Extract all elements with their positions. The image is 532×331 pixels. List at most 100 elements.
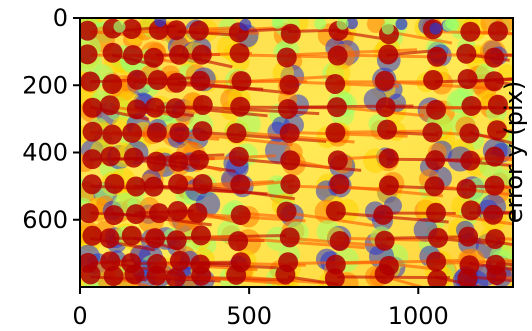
scatter-point (485, 229, 506, 250)
scatter-point (425, 202, 446, 223)
error-vector (495, 236, 513, 241)
scatter-point (487, 94, 508, 115)
scatter-point (457, 69, 478, 90)
scatter-point (423, 70, 444, 91)
scatter-point (461, 200, 482, 221)
scatter-point (279, 123, 300, 144)
scatter-point (103, 266, 124, 287)
error-vector (468, 156, 513, 161)
error-vector (177, 105, 268, 118)
error-vector (434, 211, 513, 226)
scatter-point (169, 122, 190, 143)
scatter-point (168, 174, 189, 195)
error-vector (468, 261, 513, 271)
x-tick-label: 500 (226, 302, 272, 330)
error-vector (199, 184, 296, 201)
scatter-point (325, 122, 346, 143)
scatter-point (483, 204, 504, 225)
scatter-point (190, 225, 211, 246)
scatter-point-accent (336, 18, 349, 30)
scatter-point (82, 97, 103, 118)
scatter-point-accent (429, 22, 442, 35)
y-tick-label: 400 (22, 139, 68, 167)
scatter-point (191, 44, 212, 65)
scatter-point (121, 19, 142, 40)
scatter-point (145, 228, 166, 249)
scatter-point-accent (445, 18, 458, 30)
scatter-point (169, 250, 190, 271)
scatter-point (102, 124, 123, 145)
scatter-point (166, 230, 187, 251)
scatter-point (81, 174, 102, 195)
scatter-marks (80, 18, 513, 287)
scatter-point (461, 95, 482, 116)
scatter-point (102, 42, 123, 63)
error-vector (199, 275, 290, 286)
scatter-point (279, 227, 300, 248)
scatter-point (324, 268, 345, 287)
error-vector (386, 80, 501, 91)
scatter-point (484, 71, 505, 92)
error-vector (496, 53, 513, 57)
scatter-point (426, 46, 447, 67)
scatter-point (103, 205, 124, 226)
scatter-point (80, 203, 99, 224)
scatter-point (190, 70, 211, 91)
scatter-point (428, 227, 449, 248)
y-tick-label: 600 (22, 206, 68, 234)
scatter-point (378, 175, 399, 196)
scatter-point (487, 120, 508, 141)
scatter-point (425, 150, 446, 171)
error-vector (468, 275, 513, 283)
scatter-point (126, 204, 147, 225)
scatter-point (80, 264, 101, 285)
scatter-point (378, 148, 399, 169)
scatter-point (460, 150, 481, 171)
scatter-point (276, 201, 297, 222)
scatter-point (166, 72, 187, 93)
scatter-point (80, 44, 98, 65)
scatter-point (166, 20, 187, 41)
scatter-point (169, 44, 190, 65)
scatter-point (484, 175, 505, 196)
scatter-point (226, 123, 247, 144)
scatter-point (375, 97, 396, 118)
scatter-point (82, 121, 103, 142)
scatter-point (280, 174, 301, 195)
scatter-point (147, 70, 168, 91)
scatter-point (123, 147, 144, 168)
error-vector (199, 130, 327, 143)
error-vector (495, 80, 513, 87)
scatter-point (327, 45, 348, 66)
scatter-point (378, 44, 399, 65)
scatter-point (456, 178, 477, 199)
scatter-point (82, 225, 103, 246)
scatter-point (99, 228, 120, 249)
x-tick-label: 0 (72, 302, 87, 330)
scatter-point (326, 97, 347, 118)
scatter-point (374, 263, 395, 284)
scatter-point (168, 151, 189, 172)
scatter-point (460, 21, 481, 42)
scatter-point (230, 174, 251, 195)
scatter-point (126, 69, 147, 90)
scatter-point (486, 265, 507, 286)
scatter-point (277, 98, 298, 119)
scatter-point (427, 269, 448, 287)
scatter-point (373, 204, 394, 225)
scatter-point (426, 251, 447, 272)
scatter-point-accent (239, 18, 252, 31)
scatter-point (146, 122, 167, 143)
scatter-point (229, 43, 250, 64)
scatter-point (230, 205, 251, 226)
scatter-point (80, 20, 98, 41)
scatter-point (329, 231, 350, 252)
error-vector (435, 184, 513, 197)
error-vector (495, 261, 513, 267)
error-vector (468, 236, 513, 247)
scatter-point-accent (271, 18, 284, 29)
y-tick-label: 200 (22, 71, 68, 99)
scatter-point (456, 43, 477, 64)
scatter-point-accent (381, 22, 394, 35)
